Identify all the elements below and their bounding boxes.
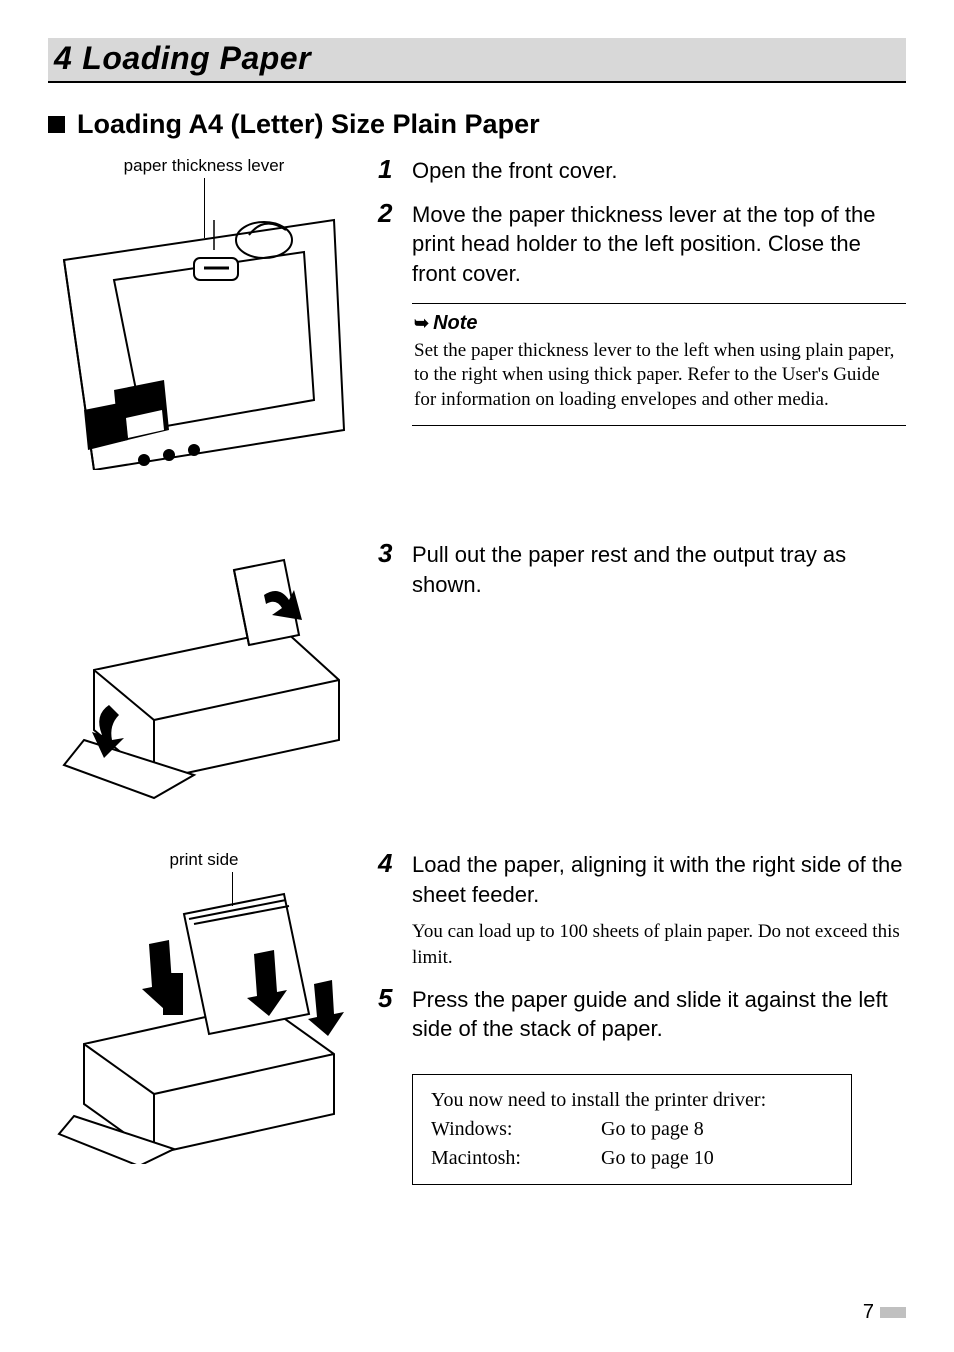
section-heading: Loading A4 (Letter) Size Plain Paper	[48, 109, 906, 140]
arrow-icon: ➥	[414, 313, 429, 334]
driver-os-windows: Windows:	[431, 1118, 601, 1141]
step-5-number: 5	[378, 985, 412, 1011]
step-1: 1 Open the front cover.	[378, 156, 906, 186]
step-4-text: Load the paper, aligning it with the rig…	[412, 850, 906, 909]
step-1-number: 1	[378, 156, 412, 182]
diagram-print-head	[54, 180, 354, 470]
chapter-title-text: Loading Paper	[82, 40, 311, 76]
page-swatch-icon	[880, 1307, 906, 1318]
step-3: 3 Pull out the paper rest and the output…	[378, 540, 906, 599]
diagram-load-paper	[54, 874, 354, 1164]
driver-row-mac: Macintosh: Go to page 10	[431, 1147, 833, 1170]
chapter-number: 4	[54, 40, 72, 76]
diagram3-caption: print side	[48, 850, 360, 870]
driver-os-mac: Macintosh:	[431, 1147, 601, 1170]
diagram-paper-rest	[54, 540, 354, 800]
note-text: Set the paper thickness lever to the lef…	[414, 339, 904, 413]
step-4-subtext: You can load up to 100 sheets of plain p…	[412, 919, 906, 970]
page-number-value: 7	[863, 1301, 874, 1324]
step-4: 4 Load the paper, aligning it with the r…	[378, 850, 906, 971]
step-5-text: Press the paper guide and slide it again…	[412, 985, 906, 1044]
driver-dest-mac: Go to page 10	[601, 1147, 714, 1170]
step-4-number: 4	[378, 850, 412, 876]
driver-row-windows: Windows: Go to page 8	[431, 1118, 833, 1141]
driver-intro: You now need to install the printer driv…	[431, 1089, 833, 1112]
step-3-text: Pull out the paper rest and the output t…	[412, 540, 906, 599]
square-bullet-icon	[48, 116, 65, 133]
diagram1-caption: paper thickness lever	[48, 156, 360, 176]
step-1-text: Open the front cover.	[412, 156, 617, 186]
step-2-text: Move the paper thickness lever at the to…	[412, 200, 906, 289]
driver-dest-windows: Go to page 8	[601, 1118, 704, 1141]
note-block: ➥ Note Set the paper thickness lever to …	[412, 303, 906, 426]
section-heading-text: Loading A4 (Letter) Size Plain Paper	[77, 109, 540, 140]
note-label-text: Note	[433, 312, 477, 335]
step-2: 2 Move the paper thickness lever at the …	[378, 200, 906, 289]
step-5: 5 Press the paper guide and slide it aga…	[378, 985, 906, 1044]
chapter-header: 4 Loading Paper	[48, 38, 906, 83]
page-number: 7	[863, 1301, 906, 1324]
step-2-number: 2	[378, 200, 412, 226]
step-3-number: 3	[378, 540, 412, 566]
driver-install-box: You now need to install the printer driv…	[412, 1074, 852, 1185]
